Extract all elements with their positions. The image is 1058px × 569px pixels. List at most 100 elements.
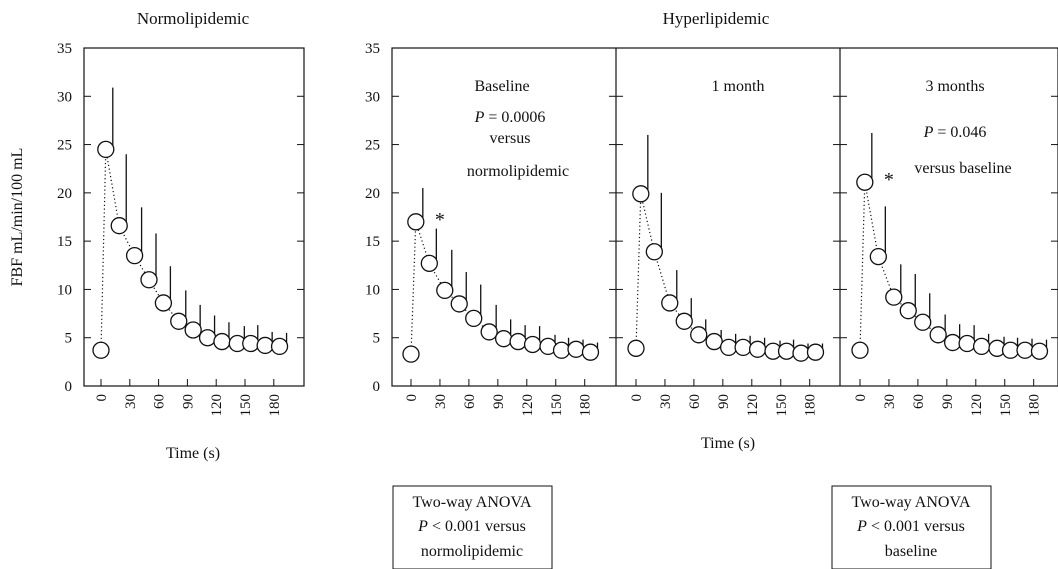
data-point (552, 341, 571, 359)
data-point (851, 341, 869, 359)
hyper-ytick-label-10: 10 (365, 282, 380, 298)
data-point (856, 173, 874, 191)
xtick-label-90: 90 (491, 394, 507, 409)
normo-ytick-label-10: 10 (57, 282, 72, 298)
data-point (645, 243, 663, 261)
normo-panel-frame (83, 47, 305, 387)
xtick-label-0: 0 (94, 394, 110, 402)
xtick-label-150: 150 (238, 394, 254, 417)
xtick-label-90: 90 (180, 394, 196, 409)
data-point (661, 294, 679, 312)
data-point (242, 334, 260, 353)
data-point (420, 254, 438, 273)
data-point (509, 332, 527, 351)
data-point (899, 302, 917, 320)
xtick-label-150: 150 (998, 394, 1014, 417)
series-line (635, 193, 816, 354)
xtick-label-30: 30 (123, 394, 139, 409)
normo-ytick-label-25: 25 (57, 138, 72, 154)
anova-left-line-2: P < 0.001 versus (417, 518, 526, 535)
xtick-label-180: 180 (267, 394, 283, 417)
data-point (675, 312, 693, 330)
anova-right-line-1: Two-way ANOVA (851, 494, 970, 511)
anova-left-line-1: Two-way ANOVA (412, 494, 531, 511)
data-point (494, 330, 513, 348)
series-line (859, 182, 1040, 352)
normo-ytick-label-0: 0 (65, 379, 73, 395)
data-point (198, 329, 217, 347)
hyper-ytick-label-35: 35 (365, 41, 380, 57)
hyper-ytick-label-0: 0 (373, 379, 381, 395)
hyper-ytick-label-5: 5 (373, 331, 381, 347)
data-point (705, 332, 723, 351)
normo-ytick-label-30: 30 (57, 89, 72, 105)
hyper-x-axis-label: Time (s) (701, 435, 755, 452)
data-point (958, 334, 976, 353)
data-point (402, 345, 420, 363)
data-point (792, 344, 810, 362)
data-point (480, 323, 498, 341)
data-point (184, 321, 202, 339)
normo-x-axis-label: Time (s) (166, 445, 220, 462)
y-axis-label: FBF mL/min/100 mL (9, 148, 26, 287)
three-months-versus: versus baseline (914, 160, 1011, 177)
data-point (885, 288, 903, 306)
data-point (869, 247, 887, 266)
data-point (567, 340, 585, 358)
data-point (581, 343, 600, 361)
data-point (450, 295, 468, 313)
xtick-label-30: 30 (882, 394, 898, 409)
xtick-label-120: 120 (209, 394, 225, 417)
data-point (632, 185, 650, 203)
data-point (777, 342, 796, 360)
data-point (690, 326, 708, 344)
xtick-label-60: 60 (152, 394, 168, 409)
xtick-label-30: 30 (658, 394, 674, 409)
xtick-label-180: 180 (578, 394, 594, 417)
significance-star: * (435, 209, 445, 231)
normo-ytick-label-35: 35 (57, 41, 72, 57)
one-month-plot: 0 30 60 90 120 150 180 (627, 134, 825, 417)
data-point (170, 312, 188, 330)
normo-ytick-label-5: 5 (65, 331, 73, 347)
xtick-label-90: 90 (716, 394, 732, 409)
baseline-plot: 0 30 60 90 120 150 180 * (402, 188, 600, 417)
normolipidemic-title: Normolipidemic (137, 9, 250, 28)
anova-right-line-3: baseline (885, 543, 937, 560)
data-point (972, 337, 991, 356)
baseline-p-value: P = 0.0006 (474, 109, 546, 126)
normo-ytick-label-20: 20 (57, 186, 72, 202)
xtick-label-60: 60 (911, 394, 927, 409)
data-point (140, 271, 158, 289)
xtick-label-120: 120 (520, 394, 536, 417)
data-point (270, 337, 289, 356)
hyper-ytick-label-30: 30 (365, 89, 380, 105)
anova-left-line-3: normolipidemic (421, 543, 523, 560)
xtick-label-0: 0 (404, 394, 420, 402)
data-point (1016, 341, 1034, 359)
data-point (523, 335, 542, 354)
xtick-label-150: 150 (774, 394, 790, 417)
hyper-ytick-label-25: 25 (365, 138, 380, 154)
three-months-p-value: P = 0.046 (923, 124, 987, 141)
data-point (97, 140, 115, 159)
xtick-label-120: 120 (745, 394, 761, 417)
three-months-plot: 0 30 60 90 120 150 180 * (851, 132, 1049, 417)
data-point (125, 246, 144, 265)
anova-right-box (831, 485, 992, 569)
one-month-label: 1 month (712, 78, 765, 95)
data-point (627, 339, 645, 357)
data-point (748, 340, 767, 358)
baseline-versus-2: normolipidemic (467, 163, 569, 180)
data-point (110, 217, 128, 235)
data-point (943, 333, 962, 352)
anova-left-box (392, 485, 553, 569)
axes-ticks: 0 5 10 15 20 25 30 35 0 5 10 15 20 25 30 35 (57, 41, 1058, 395)
series-line (100, 149, 280, 351)
xtick-label-180: 180 (803, 394, 819, 417)
data-point (734, 338, 752, 357)
xtick-label-30: 30 (433, 394, 449, 409)
hyper-ytick-label-15: 15 (365, 234, 380, 250)
data-point (154, 294, 173, 312)
